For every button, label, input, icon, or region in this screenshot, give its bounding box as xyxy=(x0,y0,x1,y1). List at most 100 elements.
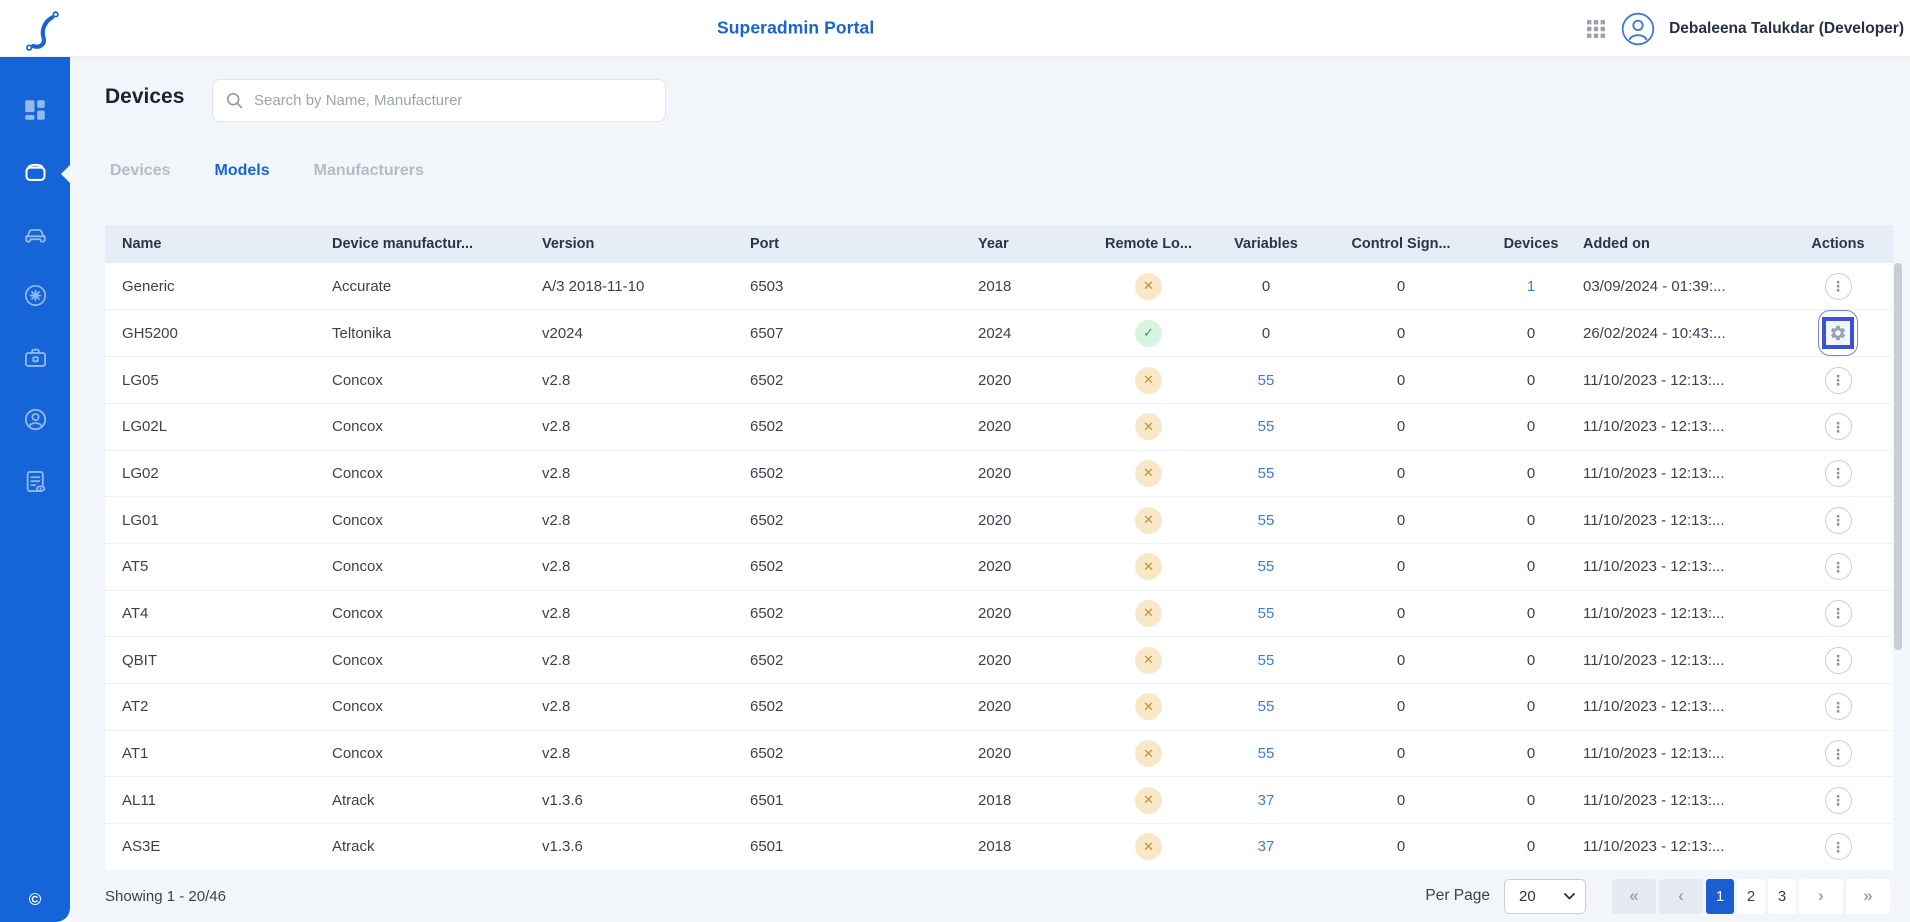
cell-devices: 0 xyxy=(1526,791,1536,809)
cell-variables[interactable]: 55 xyxy=(1257,651,1275,669)
remote-logs-disabled-icon: ✕ xyxy=(1135,366,1162,394)
cell-control-signals: 0 xyxy=(1396,418,1406,436)
last-page-icon: » xyxy=(1863,886,1873,905)
column-header: Devices xyxy=(1503,236,1559,252)
sidebar-item-climate[interactable] xyxy=(0,267,70,329)
pagination-prev-button[interactable]: ‹ xyxy=(1659,878,1703,914)
row-actions-menu-button[interactable]: ⋮ xyxy=(1824,693,1852,721)
cell-manufacturer: Concox xyxy=(332,418,383,436)
first-page-icon: « xyxy=(1629,886,1639,905)
cell-year: 2018 xyxy=(978,277,1012,295)
cell-variables[interactable]: 55 xyxy=(1257,745,1275,763)
remote-logs-disabled-icon: ✕ xyxy=(1135,459,1162,487)
sidebar-item-toolbox[interactable] xyxy=(0,329,70,391)
app-title: Superadmin Portal xyxy=(717,17,875,38)
tab-models[interactable]: Models xyxy=(214,162,270,179)
row-actions-menu-button[interactable]: ⋮ xyxy=(1824,740,1852,768)
cell-manufacturer: Atrack xyxy=(332,838,375,856)
pagination-page-1[interactable]: 1 xyxy=(1706,878,1734,914)
cell-added-on: 11/10/2023 - 12:13:... xyxy=(1583,838,1725,856)
cell-name: AT4 xyxy=(122,604,149,622)
page-title: Devices xyxy=(105,85,185,108)
sidebar-item-vehicles[interactable] xyxy=(0,205,70,267)
cell-name: GH5200 xyxy=(122,324,178,342)
row-actions-menu-button[interactable]: ⋮ xyxy=(1824,366,1852,394)
remote-logs-disabled-icon: ✕ xyxy=(1135,740,1162,768)
cell-name: AT1 xyxy=(122,745,149,763)
cell-manufacturer: Concox xyxy=(332,651,383,669)
pagination-next-button[interactable]: › xyxy=(1799,878,1843,914)
sidebar-item-reports[interactable] xyxy=(0,453,70,515)
cell-port: 6502 xyxy=(750,511,784,529)
table-row: LG02 Concox v2.8 6502 2020 ✕ 55 0 0 11/10/2023 - … xyxy=(105,450,1893,497)
cell-devices: 0 xyxy=(1526,651,1536,669)
car-icon xyxy=(22,220,49,252)
sidebar-item-device-models[interactable] xyxy=(0,143,70,205)
cell-added-on: 11/10/2023 - 12:13:... xyxy=(1583,371,1725,389)
row-actions-menu-button[interactable]: ⋮ xyxy=(1824,272,1852,300)
cell-variables[interactable]: 37 xyxy=(1257,838,1275,856)
copyright-icon[interactable]: © xyxy=(28,890,42,909)
cell-version: v1.3.6 xyxy=(542,838,583,856)
cell-port: 6507 xyxy=(750,324,784,342)
settings-focus-ring xyxy=(1822,317,1854,350)
row-settings-button-focused[interactable] xyxy=(1818,310,1858,357)
cell-manufacturer: Concox xyxy=(332,558,383,576)
table-scrollbar-thumb[interactable] xyxy=(1894,263,1902,650)
cell-variables[interactable]: 55 xyxy=(1257,558,1275,576)
cell-name: LG05 xyxy=(122,371,159,389)
brand-logo-icon[interactable] xyxy=(24,7,68,58)
cell-control-signals: 0 xyxy=(1396,277,1406,295)
cell-variables[interactable]: 55 xyxy=(1257,604,1275,622)
row-actions-menu-button[interactable]: ⋮ xyxy=(1824,506,1852,534)
search-input[interactable] xyxy=(254,92,653,109)
cell-variables[interactable]: 55 xyxy=(1257,511,1275,529)
row-actions-menu-button[interactable]: ⋮ xyxy=(1824,459,1852,487)
row-actions-menu-button[interactable]: ⋮ xyxy=(1824,553,1852,581)
apps-grid-icon[interactable] xyxy=(1585,18,1607,40)
report-document-icon xyxy=(22,468,49,500)
cell-devices[interactable]: 1 xyxy=(1526,277,1536,295)
cell-port: 6501 xyxy=(750,838,784,856)
column-header: Added on xyxy=(1583,236,1650,252)
cell-devices: 0 xyxy=(1526,558,1536,576)
user-avatar-icon[interactable] xyxy=(1621,12,1655,46)
cell-variables[interactable]: 55 xyxy=(1257,371,1275,389)
cell-variables[interactable]: 37 xyxy=(1257,791,1275,809)
tab-devices[interactable]: Devices xyxy=(110,162,171,179)
cell-name: LG02 xyxy=(122,464,159,482)
pagination-page-2[interactable]: 2 xyxy=(1737,878,1765,914)
cell-variables[interactable]: 55 xyxy=(1257,698,1275,716)
cell-manufacturer: Concox xyxy=(332,464,383,482)
pagination-last-button[interactable]: » xyxy=(1846,878,1890,914)
cell-control-signals: 0 xyxy=(1396,838,1406,856)
cell-control-signals: 0 xyxy=(1396,371,1406,389)
cell-year: 2020 xyxy=(978,698,1012,716)
cell-added-on: 26/02/2024 - 10:43:... xyxy=(1583,324,1726,342)
pagination-first-button[interactable]: « xyxy=(1612,878,1656,914)
remote-logs-disabled-icon: ✕ xyxy=(1135,646,1162,674)
cell-version: v2.8 xyxy=(542,651,571,669)
row-actions-menu-button[interactable]: ⋮ xyxy=(1824,833,1852,861)
per-page-select[interactable]: 20 xyxy=(1504,878,1586,914)
remote-logs-disabled-icon: ✕ xyxy=(1135,786,1162,814)
models-table: Name Device manufactur... Version Port Year R… xyxy=(105,225,1893,870)
cell-version: v2.8 xyxy=(542,698,571,716)
cell-control-signals: 0 xyxy=(1396,698,1406,716)
cell-variables: 0 xyxy=(1261,277,1271,295)
user-name[interactable]: Debaleena Talukdar (Developer) xyxy=(1669,19,1904,37)
cell-manufacturer: Concox xyxy=(332,371,383,389)
row-actions-menu-button[interactable]: ⋮ xyxy=(1824,786,1852,814)
row-actions-menu-button[interactable]: ⋮ xyxy=(1824,646,1852,674)
cell-devices: 0 xyxy=(1526,604,1536,622)
pagination-page-3[interactable]: 3 xyxy=(1768,878,1796,914)
sidebar-item-accounts[interactable] xyxy=(0,391,70,453)
remote-logs-enabled-icon: ✓ xyxy=(1135,319,1162,347)
row-actions-menu-button[interactable]: ⋮ xyxy=(1824,599,1852,627)
cell-variables[interactable]: 55 xyxy=(1257,418,1275,436)
cell-variables[interactable]: 55 xyxy=(1257,464,1275,482)
sidebar-item-dashboard[interactable] xyxy=(0,81,70,143)
tab-manufacturers[interactable]: Manufacturers xyxy=(313,162,424,179)
chevron-down-icon xyxy=(1564,892,1575,900)
row-actions-menu-button[interactable]: ⋮ xyxy=(1824,413,1852,441)
